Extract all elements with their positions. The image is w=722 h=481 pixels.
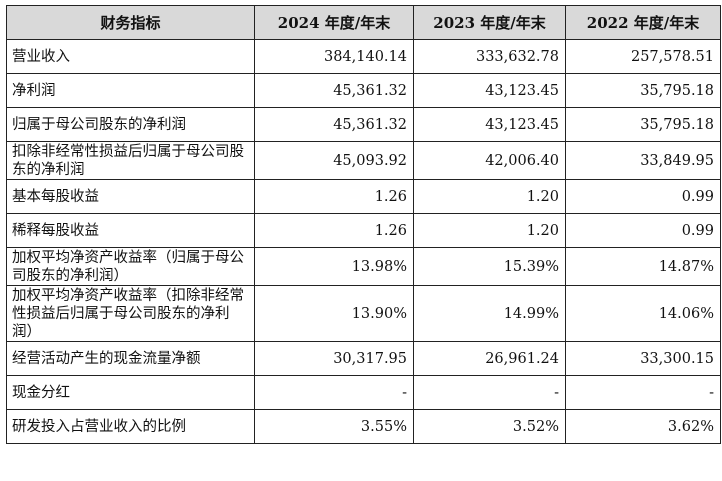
table-row: 加权平均净资产收益率（扣除非经常性损益后归属于母公司股东的净利润） 13.90%…: [6, 285, 721, 342]
cell-2024: 45,361.32: [254, 73, 414, 108]
table-row: 经营活动产生的现金流量净额 30,317.95 26,961.24 33,300…: [6, 341, 721, 376]
header-indicator: 财务指标: [6, 5, 255, 40]
cell-2023: 14.99%: [413, 285, 566, 342]
cell-2024: 13.90%: [254, 285, 414, 342]
cell-2022: 257,578.51: [565, 39, 721, 74]
table-row: 加权平均净资产收益率（归属于母公司股东的净利润） 13.98% 15.39% 1…: [6, 247, 721, 286]
row-label: 经营活动产生的现金流量净额: [6, 341, 255, 376]
cell-2024: 3.55%: [254, 409, 414, 444]
row-label: 归属于母公司股东的净利润: [6, 107, 255, 142]
table-row: 现金分红 - - -: [6, 375, 721, 410]
cell-2022: 0.99: [565, 179, 721, 214]
header-2023: 2023 年度/年末: [413, 5, 566, 40]
cell-2023: 1.20: [413, 179, 566, 214]
row-label: 稀释每股收益: [6, 213, 255, 248]
row-label: 加权平均净资产收益率（归属于母公司股东的净利润）: [6, 247, 255, 286]
cell-2023: -: [413, 375, 566, 410]
cell-2024: 45,093.92: [254, 141, 414, 180]
header-2022: 2022 年度/年末: [565, 5, 721, 40]
cell-2024: 1.26: [254, 179, 414, 214]
cell-2024: 30,317.95: [254, 341, 414, 376]
cell-2022: 14.06%: [565, 285, 721, 342]
cell-2022: 35,795.18: [565, 73, 721, 108]
cell-2023: 43,123.45: [413, 73, 566, 108]
financial-indicators-table: 财务指标 2024 年度/年末 2023 年度/年末 2022 年度/年末 营业…: [6, 5, 721, 444]
table-row: 研发投入占营业收入的比例 3.55% 3.52% 3.62%: [6, 409, 721, 444]
cell-2023: 42,006.40: [413, 141, 566, 180]
cell-2024: 45,361.32: [254, 107, 414, 142]
cell-2023: 26,961.24: [413, 341, 566, 376]
table-header-row: 财务指标 2024 年度/年末 2023 年度/年末 2022 年度/年末: [6, 5, 721, 40]
cell-2022: 33,300.15: [565, 341, 721, 376]
row-label: 营业收入: [6, 39, 255, 74]
cell-2022: 14.87%: [565, 247, 721, 286]
table-row: 稀释每股收益 1.26 1.20 0.99: [6, 213, 721, 248]
cell-2022: 35,795.18: [565, 107, 721, 142]
cell-2023: 43,123.45: [413, 107, 566, 142]
financial-table-container: 财务指标 2024 年度/年末 2023 年度/年末 2022 年度/年末 营业…: [6, 5, 721, 444]
row-label: 净利润: [6, 73, 255, 108]
cell-2023: 333,632.78: [413, 39, 566, 74]
row-label: 研发投入占营业收入的比例: [6, 409, 255, 444]
cell-2024: 13.98%: [254, 247, 414, 286]
table-row: 营业收入 384,140.14 333,632.78 257,578.51: [6, 39, 721, 74]
row-label: 现金分红: [6, 375, 255, 410]
table-row: 基本每股收益 1.26 1.20 0.99: [6, 179, 721, 214]
table-row: 扣除非经常性损益后归属于母公司股东的净利润 45,093.92 42,006.4…: [6, 141, 721, 180]
cell-2023: 15.39%: [413, 247, 566, 286]
row-label: 扣除非经常性损益后归属于母公司股东的净利润: [6, 141, 255, 180]
cell-2023: 1.20: [413, 213, 566, 248]
cell-2024: 384,140.14: [254, 39, 414, 74]
cell-2022: 3.62%: [565, 409, 721, 444]
row-label: 加权平均净资产收益率（扣除非经常性损益后归属于母公司股东的净利润）: [6, 285, 255, 342]
cell-2023: 3.52%: [413, 409, 566, 444]
table-row: 净利润 45,361.32 43,123.45 35,795.18: [6, 73, 721, 108]
table-row: 归属于母公司股东的净利润 45,361.32 43,123.45 35,795.…: [6, 107, 721, 142]
cell-2022: 0.99: [565, 213, 721, 248]
cell-2022: 33,849.95: [565, 141, 721, 180]
cell-2024: -: [254, 375, 414, 410]
cell-2022: -: [565, 375, 721, 410]
row-label: 基本每股收益: [6, 179, 255, 214]
header-2024: 2024 年度/年末: [254, 5, 414, 40]
cell-2024: 1.26: [254, 213, 414, 248]
